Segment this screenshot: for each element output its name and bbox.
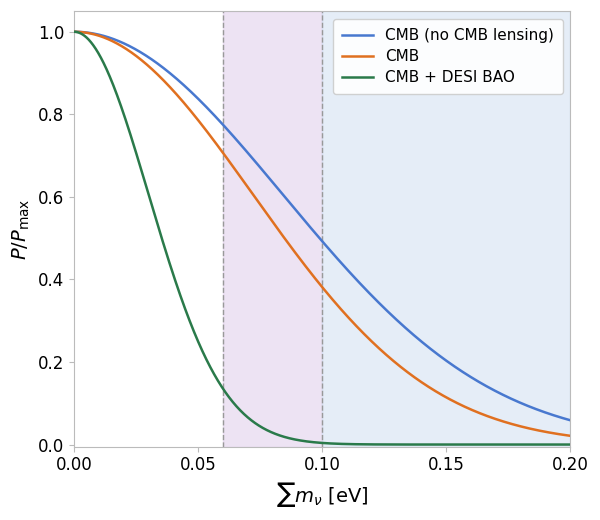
CMB + DESI BAO [567, 441, 574, 448]
CMB (no CMB lensing) [461, 370, 469, 376]
Bar [322, 11, 571, 447]
CMB (no CMB lensing) [552, 413, 559, 419]
CMB [552, 431, 559, 437]
CMB + DESI BAO [552, 441, 559, 448]
Line: CMB: CMB [74, 32, 571, 436]
CMB [299, 259, 306, 265]
CMB + DESI BAO [299, 438, 306, 444]
CMB [553, 431, 560, 437]
Line: CMB (no CMB lensing): CMB (no CMB lensing) [74, 32, 571, 420]
CMB + DESI BAO [461, 441, 469, 448]
CMB [461, 404, 469, 410]
CMB [312, 276, 319, 282]
CMB + DESI BAO [70, 29, 77, 35]
Bar [223, 11, 322, 447]
CMB (no CMB lensing) [70, 29, 77, 35]
CMB [70, 29, 77, 35]
CMB + DESI BAO [312, 439, 319, 446]
CMB (no CMB lensing) [312, 230, 319, 237]
CMB (no CMB lensing) [299, 215, 306, 221]
Line: CMB + DESI BAO: CMB + DESI BAO [74, 32, 571, 445]
CMB + DESI BAO [553, 441, 560, 448]
CMB (no CMB lensing) [553, 413, 560, 419]
CMB [96, 33, 103, 39]
CMB (no CMB lensing) [567, 417, 574, 423]
CMB [567, 433, 574, 439]
CMB (no CMB lensing) [96, 32, 103, 38]
Legend: CMB (no CMB lensing), CMB, CMB + DESI BAO: CMB (no CMB lensing), CMB, CMB + DESI BA… [333, 19, 563, 94]
X-axis label: $\sum m_{\nu}$ [eV]: $\sum m_{\nu}$ [eV] [276, 480, 368, 509]
CMB + DESI BAO [96, 52, 103, 58]
Y-axis label: $P/P_{\mathrm{max}}$: $P/P_{\mathrm{max}}$ [11, 198, 32, 259]
